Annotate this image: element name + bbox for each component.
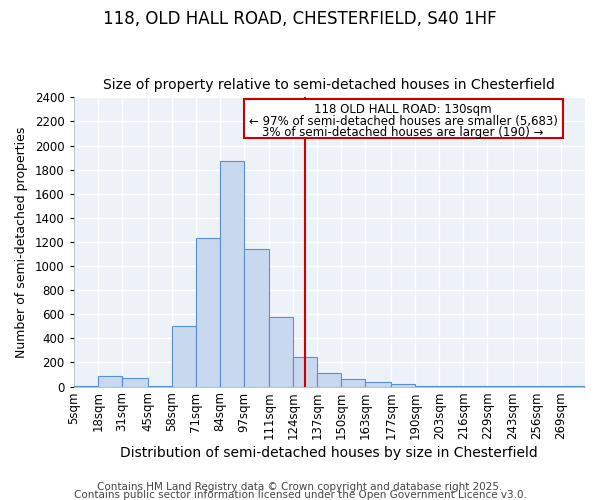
Text: 118 OLD HALL ROAD: 130sqm: 118 OLD HALL ROAD: 130sqm [314, 104, 492, 117]
Bar [122, 378, 148, 386]
Bar [196, 238, 220, 386]
Bar [244, 98, 563, 138]
Bar [341, 378, 365, 386]
Text: Contains HM Land Registry data © Crown copyright and database right 2025.: Contains HM Land Registry data © Crown c… [97, 482, 503, 492]
Bar [172, 326, 196, 386]
Text: 3% of semi-detached houses are larger (190) →: 3% of semi-detached houses are larger (1… [262, 126, 544, 139]
Y-axis label: Number of semi-detached properties: Number of semi-detached properties [15, 126, 28, 358]
Bar [244, 249, 269, 386]
Text: ← 97% of semi-detached houses are smaller (5,683): ← 97% of semi-detached houses are smalle… [249, 114, 557, 128]
Text: Contains public sector information licensed under the Open Government Licence v3: Contains public sector information licen… [74, 490, 526, 500]
Bar [365, 382, 391, 386]
Bar [293, 357, 317, 386]
Text: 118, OLD HALL ROAD, CHESTERFIELD, S40 1HF: 118, OLD HALL ROAD, CHESTERFIELD, S40 1H… [103, 10, 497, 28]
Bar [98, 376, 122, 386]
X-axis label: Distribution of semi-detached houses by size in Chesterfield: Distribution of semi-detached houses by … [121, 446, 538, 460]
Title: Size of property relative to semi-detached houses in Chesterfield: Size of property relative to semi-detach… [103, 78, 555, 92]
Bar [391, 384, 415, 386]
Bar [220, 161, 244, 386]
Bar [317, 372, 341, 386]
Bar [269, 316, 293, 386]
